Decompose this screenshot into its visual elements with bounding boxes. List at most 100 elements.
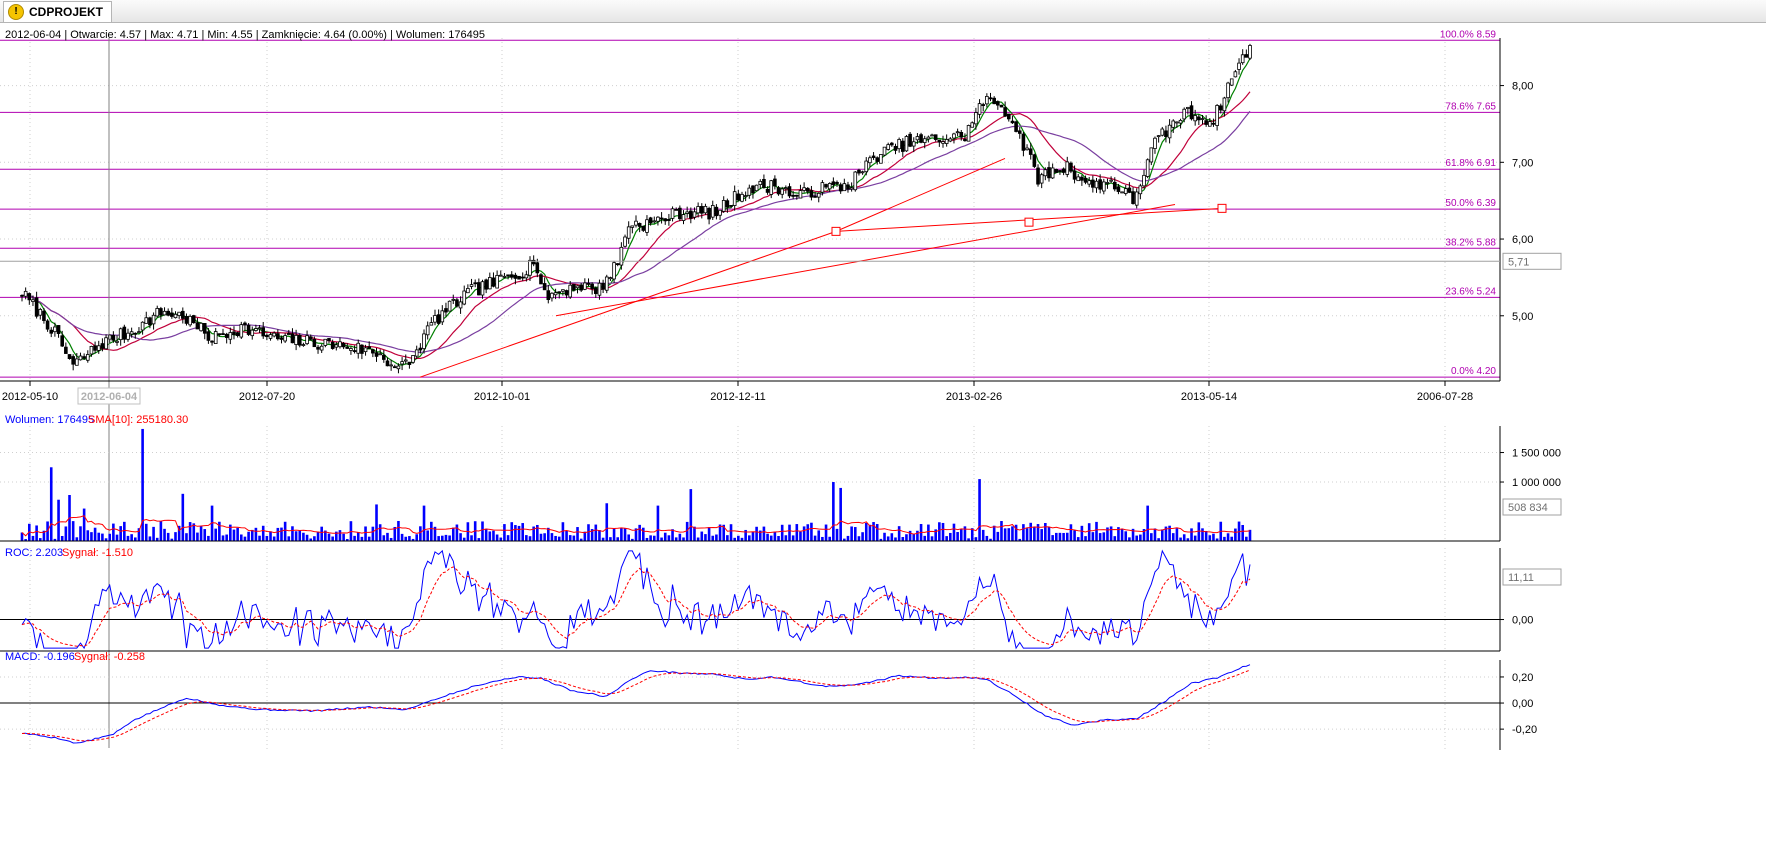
time-axis-tick-label: 2012-10-01 (474, 391, 530, 403)
volume-bar (430, 521, 433, 541)
volume-panel[interactable]: 1 000 000 1 500 000 508 834 Wolumen: 176495… (0, 414, 1562, 542)
candlestick (1197, 114, 1201, 125)
fibonacci-level-label: 50.0% 6.39 (1445, 198, 1496, 209)
volume-bar (360, 536, 364, 541)
volume-bar (1230, 536, 1234, 541)
candlestick (235, 331, 240, 338)
candle-body-up (1207, 121, 1212, 127)
candle-body-up (1229, 78, 1234, 86)
volume-bar (49, 467, 53, 541)
candle-body-down (1197, 116, 1201, 121)
volume-bar (514, 525, 517, 541)
candlestick (126, 328, 130, 342)
candlestick (166, 308, 170, 317)
candlestick (363, 344, 368, 356)
volume-bar (616, 537, 620, 541)
candle-body-up (433, 315, 437, 323)
candlestick (996, 100, 1000, 110)
candle-body-up (879, 154, 883, 164)
candle-body-down (210, 340, 214, 343)
candle-body-up (941, 141, 945, 144)
candle-body-up (396, 365, 401, 370)
candlestick (846, 181, 850, 193)
volume-bar (123, 521, 126, 541)
volume-bar (283, 521, 287, 541)
volume-bar (499, 537, 503, 541)
volume-bar (590, 529, 594, 541)
candlestick (100, 338, 105, 352)
volume-bar (912, 533, 916, 541)
moving-average-line (21, 110, 1251, 354)
candle-body-down (831, 181, 836, 185)
volume-bar (389, 537, 393, 541)
candle-body-up (743, 195, 748, 198)
candle-body-down (1083, 177, 1088, 183)
volume-bar (477, 538, 481, 541)
candle-body-down (232, 331, 236, 336)
candlestick (1204, 115, 1208, 127)
candle-body-up (356, 342, 361, 354)
chart-tab[interactable]: ! CDPROJEKT (3, 1, 113, 22)
candle-body-up (922, 138, 927, 143)
volume-sma-line (21, 515, 1251, 537)
candle-body-down (1091, 179, 1095, 188)
candle-body-up (802, 187, 806, 191)
candle-body-up (96, 345, 101, 351)
candlestick (550, 292, 554, 302)
candlestick (392, 364, 397, 369)
volume-bar (280, 527, 283, 541)
volume-bar (850, 526, 853, 541)
trend-line (835, 158, 1006, 232)
macd-axis-tick-label: 0,00 (1512, 698, 1533, 710)
candlestick (930, 133, 934, 137)
volume-bar (579, 538, 583, 541)
volume-bar (225, 534, 228, 541)
candle-body-down (382, 354, 386, 360)
candlestick (1248, 43, 1252, 60)
candlestick (23, 287, 28, 300)
candlestick (820, 180, 825, 196)
volume-bar (232, 529, 236, 541)
candlestick (732, 185, 737, 211)
candlestick (1109, 176, 1113, 184)
candle-body-up (440, 310, 445, 323)
candlestick (765, 186, 770, 195)
candlestick (824, 183, 828, 190)
candle-body-up (703, 205, 708, 214)
candlestick (941, 135, 945, 148)
candlestick (663, 218, 668, 225)
candle-body-down (181, 310, 185, 319)
volume-bar (327, 533, 331, 541)
candlestick (1138, 183, 1143, 200)
candlestick (714, 204, 719, 220)
candlestick (809, 185, 814, 201)
volume-bar (978, 479, 981, 541)
volume-bar (824, 524, 828, 541)
candle-body-up (378, 353, 382, 356)
macd-axis-tick-label: 0,20 (1512, 672, 1533, 684)
candlestick (1098, 174, 1102, 194)
candlestick (93, 341, 97, 354)
candle-body-down (82, 356, 86, 359)
candlestick (590, 282, 594, 295)
candle-body-down (908, 133, 912, 147)
candlestick (1043, 167, 1048, 181)
volume-bar (404, 536, 408, 541)
volume-bar (853, 527, 857, 541)
macd-panel[interactable]: -0,20 0,00 0,20 MACD: -0.196 Sygnał: -0.258 (0, 651, 1537, 750)
volume-bar (517, 525, 521, 541)
candle-body-down (520, 276, 525, 279)
volume-bar (663, 532, 667, 541)
candle-body-down (100, 343, 105, 349)
stock-chart[interactable]: 100.0% 8.59 78.6% 7.65 61.8% 6.91 50.0% 6.3… (0, 23, 1766, 846)
volume-bar (1047, 527, 1051, 541)
volume-bar (729, 524, 733, 541)
candlestick (1164, 125, 1168, 143)
candlestick (137, 327, 141, 334)
candle-body-down (1080, 176, 1084, 181)
candlestick (689, 207, 693, 224)
candlestick (656, 216, 660, 226)
candle-body-down (1028, 148, 1033, 155)
price-panel[interactable]: 100.0% 8.59 78.6% 7.65 61.8% 6.91 50.0% 6.3… (0, 29, 1562, 748)
